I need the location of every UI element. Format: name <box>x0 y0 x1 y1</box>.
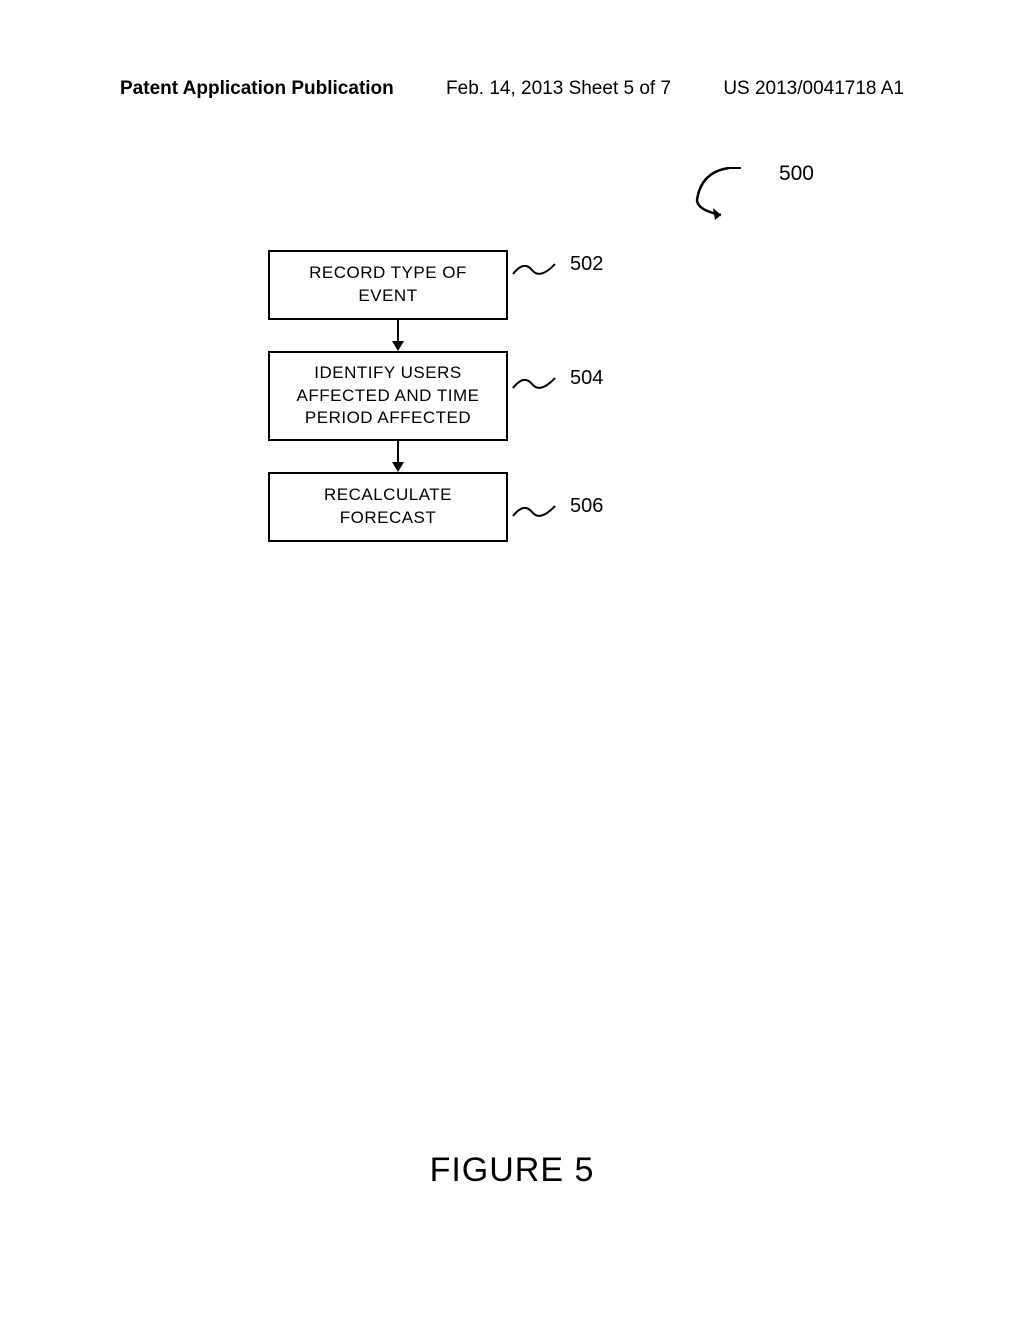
ref-label-502: 502 <box>570 253 603 276</box>
flowchart-connector <box>268 441 528 472</box>
arrow-down-icon <box>392 462 404 472</box>
box-line: PERIOD AFFECTED <box>305 407 471 430</box>
squiggle-icon <box>510 256 565 281</box>
box-line: RECALCULATE <box>324 484 452 507</box>
figure-caption: FIGURE 5 <box>0 1151 1024 1190</box>
flowchart: RECORD TYPE OF EVENT IDENTIFY USERS AFFE… <box>268 250 528 542</box>
header-publication: Patent Application Publication <box>120 78 394 100</box>
squiggle-icon <box>510 370 565 395</box>
box-line: IDENTIFY USERS <box>314 362 461 385</box>
box-line: RECORD TYPE OF <box>309 262 467 285</box>
box-line: AFFECTED AND TIME <box>297 385 480 408</box>
arrow-down-icon <box>392 341 404 351</box>
box-line: EVENT <box>358 285 417 308</box>
flowchart-connector <box>268 320 528 351</box>
page-header: Patent Application Publication Feb. 14, … <box>0 78 1024 100</box>
flowchart-box-record-event: RECORD TYPE OF EVENT <box>268 250 508 320</box>
ref-label-506: 506 <box>570 495 603 518</box>
header-date-sheet: Feb. 14, 2013 Sheet 5 of 7 <box>446 78 671 100</box>
box-line: FORECAST <box>340 507 437 530</box>
squiggle-icon <box>510 498 565 523</box>
flowchart-box-identify-users: IDENTIFY USERS AFFECTED AND TIME PERIOD … <box>268 351 508 441</box>
connector-line <box>397 441 399 463</box>
ref-label-504: 504 <box>570 367 603 390</box>
ref-label-500: 500 <box>779 162 814 186</box>
header-patent-number: US 2013/0041718 A1 <box>723 78 904 100</box>
curved-arrow-icon <box>679 160 749 230</box>
flowchart-box-recalculate: RECALCULATE FORECAST <box>268 472 508 542</box>
connector-line <box>397 320 399 342</box>
diagram-container: 500 RECORD TYPE OF EVENT IDENTIFY USERS … <box>0 150 1024 650</box>
